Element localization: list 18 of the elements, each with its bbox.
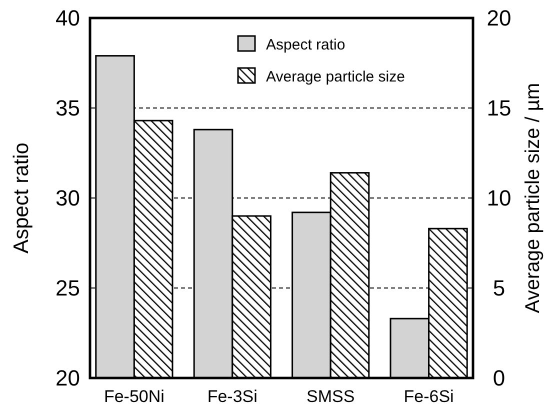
y2-tick-label: 0	[492, 366, 506, 391]
legend-label: Aspect ratio	[266, 36, 346, 54]
y2-tick-label: 10	[486, 186, 512, 211]
y-tick-label: 20	[56, 366, 80, 391]
y-tick-label: 35	[56, 96, 80, 121]
x-tick-label: Fe-6Si	[404, 387, 454, 406]
y2-tick-label: 15	[486, 96, 512, 121]
y-tick-label: 30	[56, 186, 80, 211]
y2-axis-title: Average particle size / µm	[522, 82, 544, 314]
y-axis-title: Aspect ratio	[10, 142, 33, 254]
y-tick-label: 40	[56, 6, 80, 31]
legend-label: Average particle size	[266, 68, 405, 86]
y2-tick-label: 5	[492, 276, 506, 301]
y2-tick-label: 20	[486, 6, 512, 31]
y-tick-label: 25	[56, 276, 80, 301]
x-tick-label: SMSS	[306, 387, 355, 406]
x-tick-label: Fe-50Ni	[104, 387, 164, 406]
x-tick-label: Fe-3Si	[207, 387, 258, 406]
